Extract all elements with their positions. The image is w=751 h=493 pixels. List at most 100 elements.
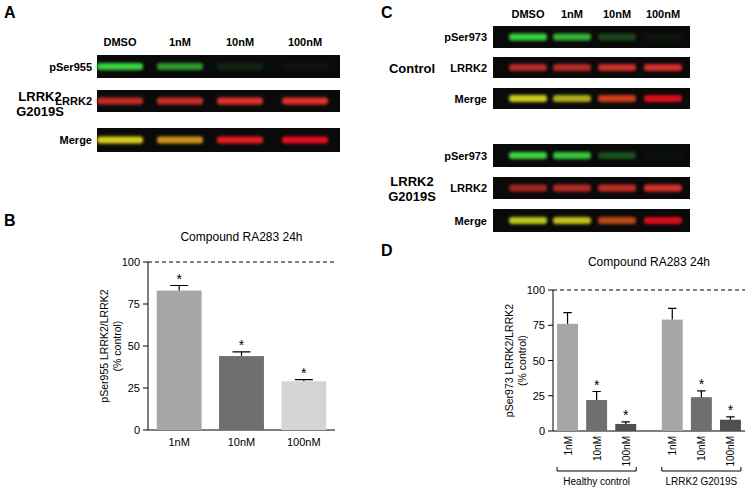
y-tick-label: 75 [128, 298, 140, 310]
y-tick [143, 304, 148, 305]
significance: * [176, 271, 182, 287]
blot-band [282, 137, 328, 144]
significance: * [301, 365, 307, 381]
panel-letter: C [381, 4, 393, 21]
blot-band [598, 185, 636, 192]
x-tick-label: 10nM [228, 436, 256, 448]
bar [219, 356, 264, 430]
significance: * [728, 402, 734, 418]
column-header: 100nM [288, 36, 322, 48]
bar [615, 424, 636, 431]
blot-strip [493, 88, 690, 109]
blot-band [644, 152, 682, 159]
blot-strip [493, 144, 690, 167]
y-axis-label: pSer955 LRRK2/LRRK2 [98, 289, 110, 402]
column-header: DMSO [512, 8, 545, 20]
y-tick [143, 430, 148, 431]
group-label: LRRK2 G2019S [666, 476, 738, 487]
y-tick [143, 262, 148, 263]
blot-band [553, 95, 591, 102]
bar [557, 324, 578, 431]
column-header: 1nM [169, 36, 191, 48]
blot-strip [97, 128, 340, 152]
group-bracket [662, 467, 741, 471]
blot-band [157, 98, 203, 105]
blot-strip [97, 90, 340, 112]
y-tick-label: 0 [539, 425, 545, 437]
y-tick [548, 290, 553, 291]
y-tick-label: 100 [122, 256, 140, 268]
blot-band [282, 98, 328, 105]
blot-band [509, 34, 547, 41]
blot-band [217, 63, 263, 70]
blot-band [598, 152, 636, 159]
y-tick-label: 100 [527, 284, 545, 296]
x-tick-label: 100nM [725, 436, 736, 467]
blot-band [553, 217, 591, 224]
y-axis-label: pSer973 LRRK2/LRRK2 [503, 304, 515, 417]
y-tick-label: 75 [533, 319, 545, 331]
blot-band [509, 95, 547, 102]
reference-line [553, 290, 745, 291]
column-header: 1nM [561, 8, 583, 20]
blot-band [509, 152, 547, 159]
chart: D Compound RA283 24h pSer973 LRRK2/LRRK2(%… [381, 242, 745, 487]
x-tick-label: 100nM [621, 436, 632, 467]
bar [281, 381, 326, 430]
background [0, 0, 751, 493]
panel-letter: B [4, 212, 16, 229]
blot-band [97, 63, 143, 70]
panel-letter: A [4, 4, 16, 21]
x-tick-label: 100nM [287, 436, 321, 448]
row-label: Merge [60, 134, 92, 146]
blot-band [217, 98, 263, 105]
bar [662, 320, 683, 431]
column-header: DMSO [104, 36, 137, 48]
x-tick-label: 10nM [592, 436, 603, 461]
y-tick [548, 395, 553, 396]
group-label: LRRK2 [390, 174, 433, 189]
reference-line [148, 262, 335, 263]
significance: * [594, 377, 600, 393]
chart: BCompound RA283 24hpSer955 LRRK2/LRRK2(%… [4, 212, 335, 448]
blot-band [509, 217, 547, 224]
blot-band [644, 64, 682, 71]
significance: * [623, 407, 629, 423]
row-label: LRRK2 [450, 62, 487, 74]
blot-band [644, 95, 682, 102]
group-label: Healthy control [563, 476, 630, 487]
y-axis-label: (% control) [516, 335, 528, 386]
panel-letter: D [381, 242, 393, 259]
group-label: Control [389, 61, 435, 76]
blot-band [644, 34, 682, 41]
row-label: Merge [455, 93, 487, 105]
group-label: G2019S [388, 189, 436, 204]
blot-band [97, 137, 143, 144]
y-tick [548, 431, 553, 432]
column-header: 100nM [646, 8, 680, 20]
blot-band [598, 34, 636, 41]
chart-title: Compound RA283 24h [588, 255, 710, 269]
y-tick [548, 360, 553, 361]
row-label: Merge [455, 215, 487, 227]
row-label: pSer973 [444, 150, 487, 162]
blot-band [553, 64, 591, 71]
blot-band [644, 185, 682, 192]
y-tick [548, 325, 553, 326]
blot-band [553, 185, 591, 192]
plot-area [157, 286, 327, 430]
error-bar [563, 313, 571, 324]
blot-band [598, 64, 636, 71]
blot-band [553, 34, 591, 41]
figure: ADMSO1nM10nM100nMLRRK2G2019SpSer955LRRK2… [0, 0, 751, 493]
y-tick [143, 346, 148, 347]
blot-band [282, 63, 328, 70]
y-tick-label: 0 [134, 424, 140, 436]
group-bracket [557, 467, 636, 471]
x-tick-label: 1nM [667, 436, 678, 455]
y-axis-label: (% control) [111, 321, 123, 372]
blot-strip [493, 57, 690, 78]
blot-band [509, 64, 547, 71]
blot-strip [493, 177, 690, 199]
bar [691, 397, 712, 431]
